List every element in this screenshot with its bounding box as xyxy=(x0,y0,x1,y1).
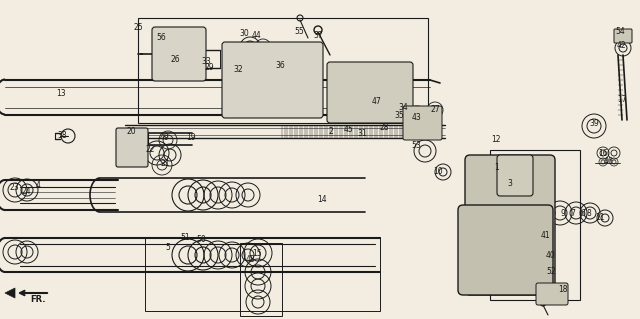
FancyBboxPatch shape xyxy=(465,155,555,295)
Text: 16: 16 xyxy=(598,149,608,158)
Text: 56: 56 xyxy=(156,33,166,42)
Text: 17: 17 xyxy=(617,95,627,105)
FancyBboxPatch shape xyxy=(536,283,568,305)
Text: 3: 3 xyxy=(508,179,513,188)
Text: 46: 46 xyxy=(603,157,613,166)
Text: 39: 39 xyxy=(589,118,599,128)
Text: 37: 37 xyxy=(313,31,323,40)
FancyBboxPatch shape xyxy=(458,205,553,295)
Text: 11: 11 xyxy=(595,213,605,222)
Text: 52: 52 xyxy=(546,268,556,277)
Text: 27: 27 xyxy=(430,105,440,114)
Text: 47: 47 xyxy=(371,98,381,107)
FancyBboxPatch shape xyxy=(152,27,206,81)
Text: 49: 49 xyxy=(159,133,169,143)
Text: 32: 32 xyxy=(233,65,243,75)
Bar xyxy=(145,237,380,311)
Text: 26: 26 xyxy=(170,55,180,63)
Text: 6: 6 xyxy=(580,209,586,218)
Text: 19: 19 xyxy=(186,133,196,143)
Text: 36: 36 xyxy=(275,61,285,70)
Text: 18: 18 xyxy=(558,286,568,294)
Text: 34: 34 xyxy=(398,103,408,113)
Text: 50: 50 xyxy=(196,235,206,244)
Text: 29: 29 xyxy=(204,63,214,71)
Text: 31: 31 xyxy=(357,129,367,137)
Text: 51: 51 xyxy=(180,233,190,241)
Bar xyxy=(240,243,282,316)
Text: 20: 20 xyxy=(126,128,136,137)
Text: FR.: FR. xyxy=(30,295,45,305)
Text: 24: 24 xyxy=(21,188,31,197)
Text: 5: 5 xyxy=(166,243,170,253)
Text: 9: 9 xyxy=(561,209,565,218)
Text: 35: 35 xyxy=(394,112,404,121)
Text: 23: 23 xyxy=(9,183,19,192)
FancyBboxPatch shape xyxy=(497,155,533,196)
Text: 30: 30 xyxy=(239,28,249,38)
Text: 14: 14 xyxy=(317,196,327,204)
Text: 7: 7 xyxy=(571,209,575,218)
Text: 4: 4 xyxy=(36,181,40,189)
Text: 1: 1 xyxy=(495,164,499,173)
Text: 8: 8 xyxy=(587,209,591,218)
Text: 44: 44 xyxy=(252,31,262,40)
Text: 21: 21 xyxy=(160,159,170,167)
Text: 12: 12 xyxy=(492,136,500,145)
Text: 48: 48 xyxy=(245,255,255,263)
Text: 22: 22 xyxy=(145,145,155,154)
Text: 33: 33 xyxy=(201,56,211,65)
Polygon shape xyxy=(5,288,15,298)
Text: 38: 38 xyxy=(57,131,67,140)
FancyBboxPatch shape xyxy=(614,29,632,43)
Text: 43: 43 xyxy=(412,114,422,122)
Text: 41: 41 xyxy=(540,232,550,241)
Text: 2: 2 xyxy=(328,128,333,137)
FancyBboxPatch shape xyxy=(403,106,442,140)
FancyBboxPatch shape xyxy=(116,128,148,167)
Text: 13: 13 xyxy=(56,88,66,98)
Text: 54: 54 xyxy=(615,27,625,36)
Text: 25: 25 xyxy=(133,24,143,33)
Text: 55: 55 xyxy=(294,27,304,36)
Text: 15: 15 xyxy=(252,249,262,257)
Text: 42: 42 xyxy=(616,41,626,50)
Bar xyxy=(138,18,428,123)
Text: 28: 28 xyxy=(380,123,388,132)
Text: 40: 40 xyxy=(546,251,556,261)
Text: 10: 10 xyxy=(433,167,443,176)
FancyBboxPatch shape xyxy=(222,42,323,118)
Text: 45: 45 xyxy=(344,125,354,135)
Text: 53: 53 xyxy=(411,140,421,150)
Bar xyxy=(490,150,580,300)
FancyBboxPatch shape xyxy=(327,62,413,123)
